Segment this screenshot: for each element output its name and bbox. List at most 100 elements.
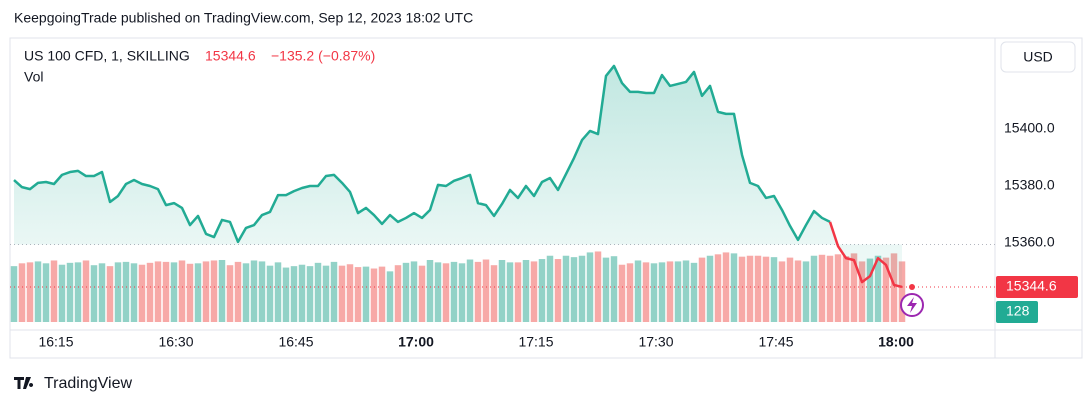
volume-bar <box>42 263 50 322</box>
volume-bar <box>554 259 562 322</box>
volume-bar <box>122 261 130 322</box>
volume-bar <box>426 259 434 322</box>
volume-bar <box>626 263 634 322</box>
volume-bar <box>34 261 42 322</box>
volume-bar <box>602 257 610 322</box>
volume-bar <box>186 263 194 322</box>
volume-bar <box>282 267 290 322</box>
currency-button[interactable] <box>1000 41 1076 73</box>
volume-bar <box>290 266 298 322</box>
x-tick-label: 17:00 <box>398 334 434 350</box>
x-tick-label: 18:00 <box>878 334 914 350</box>
volume-bar <box>698 257 706 322</box>
volume-bar <box>762 256 770 322</box>
volume-bar <box>690 262 698 322</box>
volume-bar <box>394 265 402 322</box>
price-change: −135.2 (−0.87%) <box>271 48 375 64</box>
volume-label-box <box>996 301 1038 323</box>
volume-bar <box>330 261 338 322</box>
volume-bar <box>146 262 154 322</box>
last-point <box>909 283 915 290</box>
volume-bar <box>66 262 74 322</box>
x-tick-label: 16:30 <box>158 334 193 350</box>
volume-bar <box>706 255 714 322</box>
price-line <box>828 221 903 289</box>
volume-bar <box>314 262 322 322</box>
volume-bar <box>458 263 466 322</box>
volume-bar <box>482 259 490 322</box>
volume-bar <box>738 256 746 322</box>
publish-header: KeepgoingTrade published on TradingView.… <box>14 10 473 26</box>
volume-bar <box>50 260 58 322</box>
volume-bar <box>450 261 458 322</box>
volume-bar <box>258 261 266 322</box>
volume-bar <box>562 255 570 322</box>
volume-bar <box>218 259 226 322</box>
volume-bar <box>882 257 890 322</box>
volume-bar <box>682 260 690 322</box>
volume-bar <box>138 264 146 322</box>
volume-bar <box>98 263 106 322</box>
volume-bar <box>890 253 898 322</box>
volume-bar <box>746 255 754 322</box>
volume-bar <box>370 268 378 322</box>
volume-bar <box>234 261 242 322</box>
volume-bar <box>730 253 738 322</box>
volume-bar <box>210 260 218 322</box>
last-price: 15344.6 <box>205 48 256 64</box>
volume-bar <box>306 266 314 322</box>
volume-bar <box>754 255 762 322</box>
volume-bar <box>154 261 162 322</box>
y-tick-label: 15400.0 <box>1004 120 1055 136</box>
volume-bar <box>530 261 538 322</box>
volume-bar <box>466 259 474 322</box>
volume-bar <box>10 266 18 322</box>
x-tick-label: 17:15 <box>518 334 553 350</box>
volume-bar <box>522 259 530 322</box>
volume-bar <box>546 255 554 322</box>
volume-bar <box>170 262 178 322</box>
plot: 16:15 16:30 16:45 17:00 17:15 17:30 17:45 18:00 <box>10 64 995 350</box>
symbol-title: US 100 CFD, 1, SKILLING <box>24 48 190 64</box>
volume-bar <box>658 262 666 322</box>
volume-bar <box>778 261 786 322</box>
volume-bar <box>130 263 138 322</box>
volume-bar <box>474 261 482 322</box>
volume-bar <box>90 265 98 322</box>
volume-bar <box>866 258 874 322</box>
volume-bar <box>322 265 330 322</box>
volume-bar <box>618 264 626 322</box>
volume-bar <box>802 261 810 322</box>
volume-bar <box>346 264 354 322</box>
volume-bar <box>874 255 882 322</box>
volume-bar <box>162 261 170 322</box>
y-tick-label: 15360.0 <box>1004 234 1055 250</box>
volume-bar <box>226 265 234 322</box>
volume-title: Vol <box>24 69 43 85</box>
currency[interactable]: USD <box>1023 49 1053 65</box>
volume-bar <box>410 261 418 322</box>
tv-logo <box>14 377 34 389</box>
volume-bar <box>714 254 722 322</box>
volume-bar <box>898 261 906 322</box>
volume-bar <box>114 262 122 322</box>
volume-bar <box>354 267 362 322</box>
volume-bar <box>490 265 498 322</box>
y-tick-label: 15380.0 <box>1004 177 1055 193</box>
x-tick-label: 17:30 <box>638 334 673 350</box>
volume-bar <box>434 262 442 322</box>
volume-bar <box>650 263 658 322</box>
x-tick-label: 16:15 <box>38 334 73 350</box>
volume-bar <box>338 265 346 322</box>
price-label-box <box>996 275 1078 298</box>
volume-bar <box>834 254 842 322</box>
area <box>14 65 902 287</box>
volume-bar <box>242 263 250 322</box>
volume-bar <box>82 260 90 322</box>
volume-bar <box>178 260 186 322</box>
volume-bar <box>826 255 834 322</box>
volume-bar <box>666 261 674 322</box>
volume-bar <box>770 257 778 322</box>
volume-bar <box>842 256 850 322</box>
